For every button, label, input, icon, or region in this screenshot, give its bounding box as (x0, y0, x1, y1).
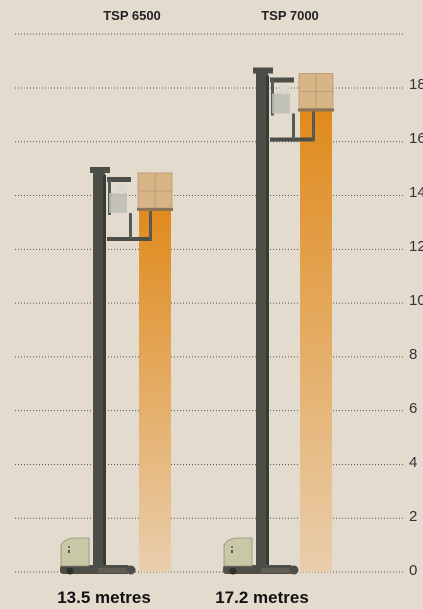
height-columns (139, 109, 332, 572)
overhead-guard (107, 177, 131, 182)
y-tick-12: 12 (409, 238, 423, 255)
y-tick-6: 6 (409, 400, 418, 417)
mast (256, 69, 268, 567)
mast (93, 169, 105, 567)
cab-operator (272, 93, 290, 114)
body-cover (223, 537, 253, 567)
operator-head (279, 84, 289, 95)
model-label-tsp-7000: TSP 7000 (261, 8, 319, 23)
fork-carriage (292, 113, 295, 140)
body-marker (68, 546, 70, 548)
fork-carriage-2 (312, 111, 315, 142)
y-tick-0: 0 (409, 562, 418, 579)
drive-wheel (229, 567, 237, 575)
fork-carriage (129, 213, 132, 239)
body-cover (60, 537, 90, 567)
forward-leg (98, 568, 134, 573)
truck-1 (223, 67, 334, 575)
body-marker-2 (231, 550, 233, 553)
mast-cap (253, 67, 273, 74)
height-label-tsp-6500: 13.5 metres (57, 588, 151, 607)
y-tick-4: 4 (409, 454, 418, 471)
height-label-tsp-7000: 17.2 metres (215, 588, 309, 607)
model-label-tsp-6500: TSP 6500 (103, 8, 161, 23)
overhead-guard (270, 77, 294, 83)
y-tick-8: 8 (409, 346, 418, 363)
load-wheel (126, 565, 136, 575)
y-tick-18: 18 (409, 76, 423, 93)
mast-inner (103, 175, 106, 568)
truck-0 (60, 167, 173, 575)
height-column-0 (139, 209, 171, 572)
y-tick-14: 14 (409, 184, 423, 201)
forward-leg (261, 568, 297, 573)
load-wheel (289, 565, 299, 575)
fork-carriage-2 (149, 211, 152, 241)
pallet-base (137, 208, 173, 211)
mast-inner (266, 75, 269, 568)
y-tick-10: 10 (409, 292, 423, 309)
mast-cap (90, 167, 110, 173)
body-marker-2 (68, 550, 70, 553)
operator-head (116, 184, 126, 194)
pallet-base (298, 108, 334, 112)
trucks (60, 67, 334, 575)
cab-operator (109, 193, 127, 213)
body-marker (231, 546, 233, 548)
drive-wheel (66, 567, 74, 575)
y-tick-2: 2 (409, 508, 418, 525)
height-column-1 (300, 109, 332, 572)
y-tick-16: 16 (409, 130, 423, 147)
gridlines (15, 33, 405, 573)
